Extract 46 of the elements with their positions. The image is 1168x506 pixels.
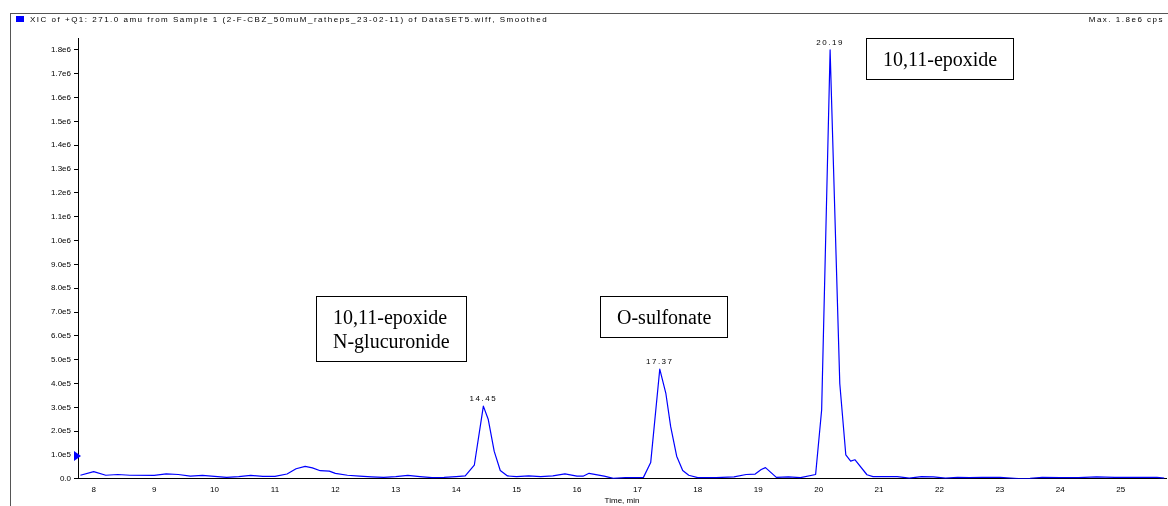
annotation: 20.19	[816, 38, 844, 48]
x-tick-label: 17	[632, 484, 643, 494]
y-tick-label: 1.7e6	[50, 68, 72, 78]
x-tick-label: 18	[693, 484, 703, 494]
annotation: O-sulfonate	[600, 296, 729, 338]
y-tick-label: 6.0e5	[50, 331, 72, 341]
y-tick-label: 1.0e6	[50, 235, 72, 245]
x-tick-label: 23	[995, 484, 1005, 494]
x-tick-label: 10	[210, 484, 220, 494]
x-tick-label: 22	[935, 484, 945, 494]
y-tick-label: 3.0e5	[50, 402, 72, 412]
y-tick-label: 1.4e6	[50, 140, 72, 150]
x-tick-label: 11	[270, 484, 280, 494]
x-tick-label: 9	[151, 484, 157, 494]
y-tick-label: 5.0e5	[50, 354, 72, 364]
y-tick-label: 7.0e5	[50, 307, 72, 317]
y-tick-label: 1.2e6	[50, 188, 72, 198]
x-axis-title: Time, min	[604, 496, 640, 506]
x-tick-label: 15	[512, 484, 522, 494]
x-tick-label: 24	[1055, 484, 1066, 494]
x-tick-label: 25	[1116, 484, 1126, 494]
annotation: 17.37	[645, 357, 674, 367]
text: Max. 1.8e6 cps	[1088, 15, 1164, 24]
y-tick-label: 0.0	[59, 474, 72, 483]
x-tick-label: 20	[814, 484, 824, 494]
y-tick-label: 1.6e6	[50, 92, 72, 102]
y-tick-label: 2.0e5	[50, 426, 72, 436]
y-tick-label: 1.3e6	[50, 164, 72, 174]
y-tick-label: 4.0e5	[50, 378, 72, 388]
x-tick-label: 12	[330, 484, 341, 494]
annotation: 10,11-epoxide	[866, 38, 1015, 80]
x-tick-label: 21	[874, 484, 885, 494]
y-tick-label: 1.8e6	[50, 45, 72, 55]
annotation: 10,11-epoxide N-glucuronide	[316, 296, 467, 362]
y-tick-label: 8.0e5	[50, 283, 72, 293]
x-tick-label: 8	[91, 484, 97, 494]
y-tick-label: 1.1e6	[50, 211, 72, 221]
x-tick-label: 19	[753, 484, 764, 494]
x-tick-label: 16	[572, 484, 582, 494]
y-tick-label: 9.0e5	[50, 259, 72, 269]
y-tick-label: 1.0e5	[50, 450, 72, 460]
x-tick-label: 14	[451, 484, 462, 494]
y-tick-label: 1.5e6	[50, 116, 72, 126]
x-tick-label: 13	[391, 484, 401, 494]
annotation: 14.45	[469, 394, 498, 404]
chart-title: XIC of +Q1: 271.0 amu from Sample 1 (2-F-CBZ_50muM_ratheps_23-02-11) of DataSET5.wiff, Smoothed	[30, 15, 549, 24]
